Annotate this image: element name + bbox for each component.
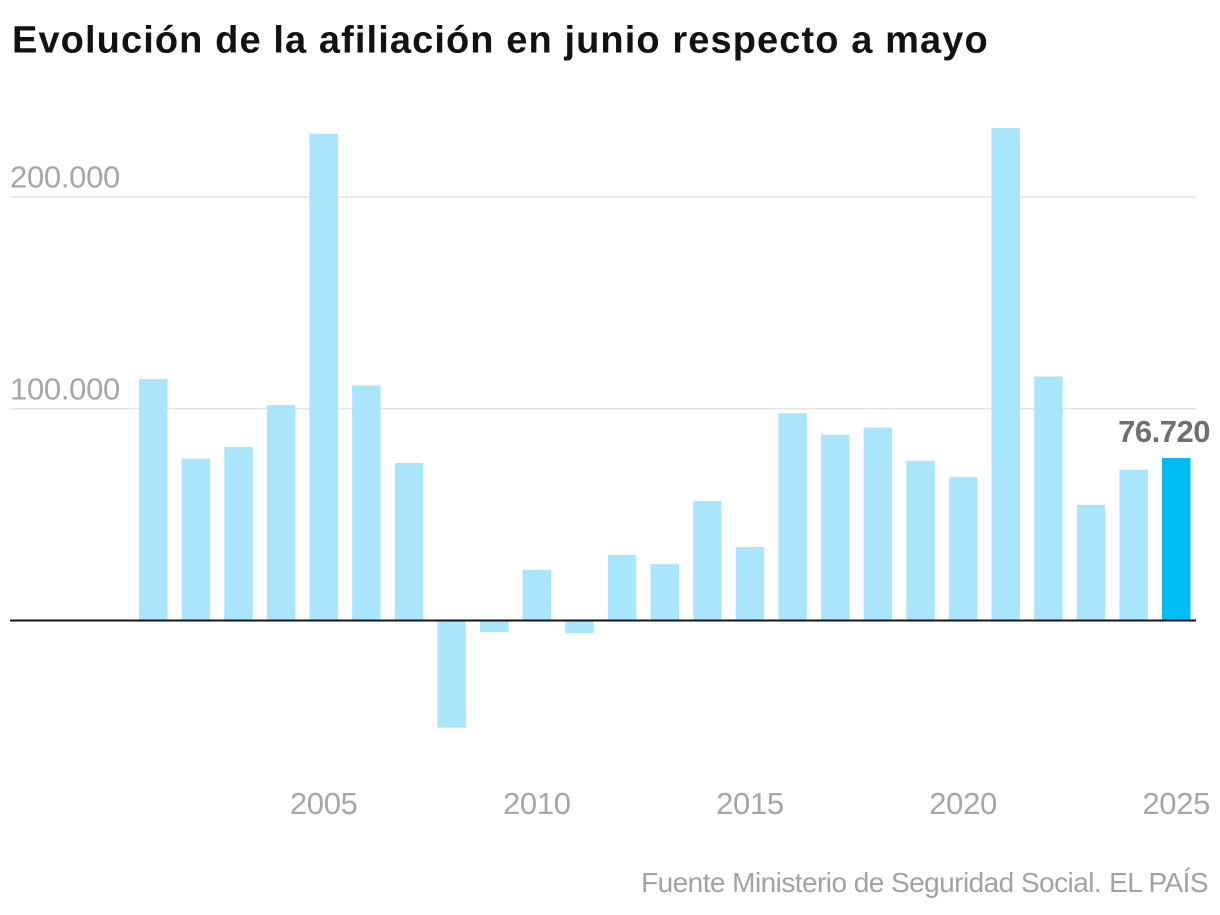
bar-2018 — [863, 427, 893, 621]
x-axis-tick-labels: 2005 2010 2015 2020 2025 — [290, 786, 1211, 821]
bar-2005 — [309, 133, 338, 621]
bar-2025 — [1162, 458, 1191, 621]
bar-2023 — [1076, 504, 1106, 621]
bar-2019 — [906, 460, 935, 621]
bar-2011 — [565, 620, 594, 633]
bar-2013 — [650, 564, 679, 621]
bar-2024 — [1119, 469, 1148, 621]
bar-2022 — [1034, 376, 1063, 621]
bar-2008 — [437, 620, 466, 728]
credit-text: EL PAÍS — [1109, 867, 1208, 898]
bar-2001 — [139, 379, 168, 621]
bar-2007 — [394, 462, 424, 621]
y-axis-tick-labels: 100.000 200.000 — [10, 160, 120, 407]
bar-2003 — [224, 446, 253, 621]
bar-2017 — [821, 434, 850, 621]
chart-title: Evolución de la afiliación en junio resp… — [12, 20, 989, 62]
bar-2016 — [778, 413, 807, 621]
x-tick-label-2020: 2020 — [929, 786, 997, 821]
bar-2006 — [352, 385, 381, 621]
source-text: Fuente Ministerio de Seguridad Social. — [641, 867, 1101, 898]
bar-2010 — [522, 569, 552, 621]
bar-2020 — [948, 477, 978, 621]
bar-2021 — [991, 127, 1020, 621]
x-tick-label-2005: 2005 — [290, 786, 358, 821]
bar-2014 — [693, 500, 722, 621]
bar-2002 — [181, 458, 211, 621]
source-line: Fuente Ministerio de Seguridad Social. EL… — [641, 867, 1208, 898]
x-tick-label-2010: 2010 — [503, 786, 571, 821]
y-tick-label-200000: 200.000 — [10, 160, 120, 195]
x-tick-label-2025: 2025 — [1142, 786, 1210, 821]
y-tick-label-100000: 100.000 — [10, 371, 120, 406]
bar-2009 — [480, 620, 509, 633]
bar-2012 — [607, 554, 637, 621]
x-tick-label-2015: 2015 — [716, 786, 784, 821]
bar-2004 — [266, 404, 296, 621]
highlight-value-label: 76.720 — [1118, 414, 1210, 449]
bar-2015 — [735, 547, 765, 621]
bar-series — [139, 127, 1191, 728]
